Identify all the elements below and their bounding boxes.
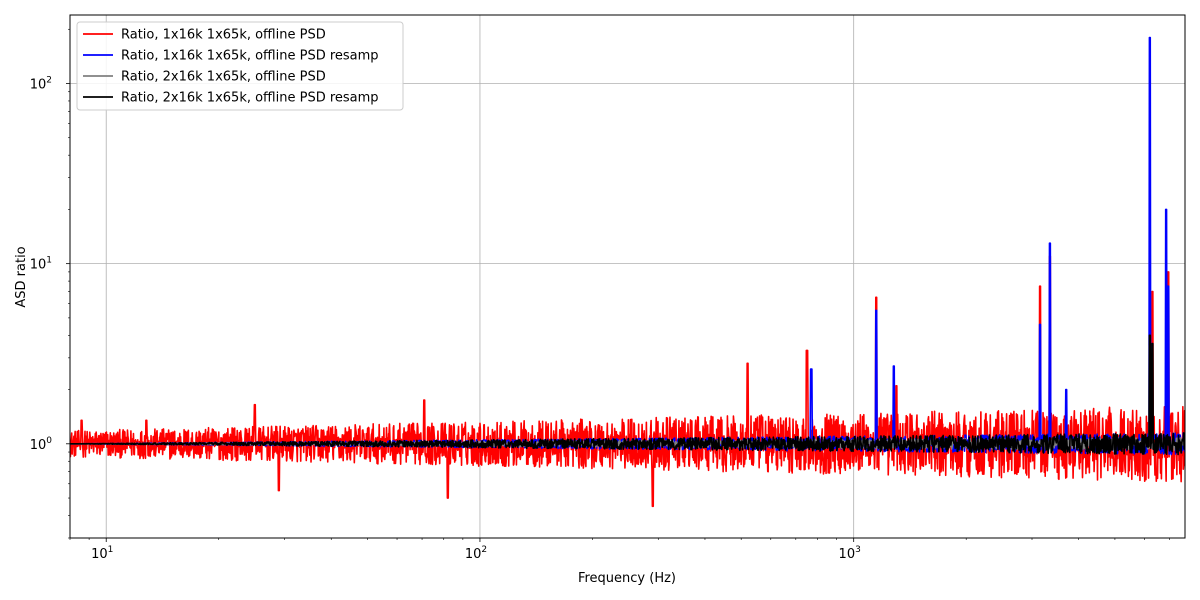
y-axis-label: ASD ratio [14, 246, 29, 307]
legend: Ratio, 1x16k 1x65k, offline PSD Ratio, 1x… [76, 21, 404, 111]
legend-entry-label: Ratio, 1x16k 1x65k, offline PSD [121, 28, 326, 43]
plot-frame [69, 14, 1186, 539]
series-line-4 [70, 334, 1185, 456]
legend-box [76, 21, 404, 111]
x-axis-label: Frequency (Hz) [578, 571, 676, 586]
legend-entry-label: Ratio, 1x16k 1x65k, offline PSD resamp [121, 49, 379, 64]
series-layer [70, 36, 1185, 508]
legend-entry-label: Ratio, 2x16k 1x65k, offline PSD resamp [121, 91, 379, 106]
legend-entry-label: Ratio, 2x16k 1x65k, offline PSD [121, 70, 326, 85]
